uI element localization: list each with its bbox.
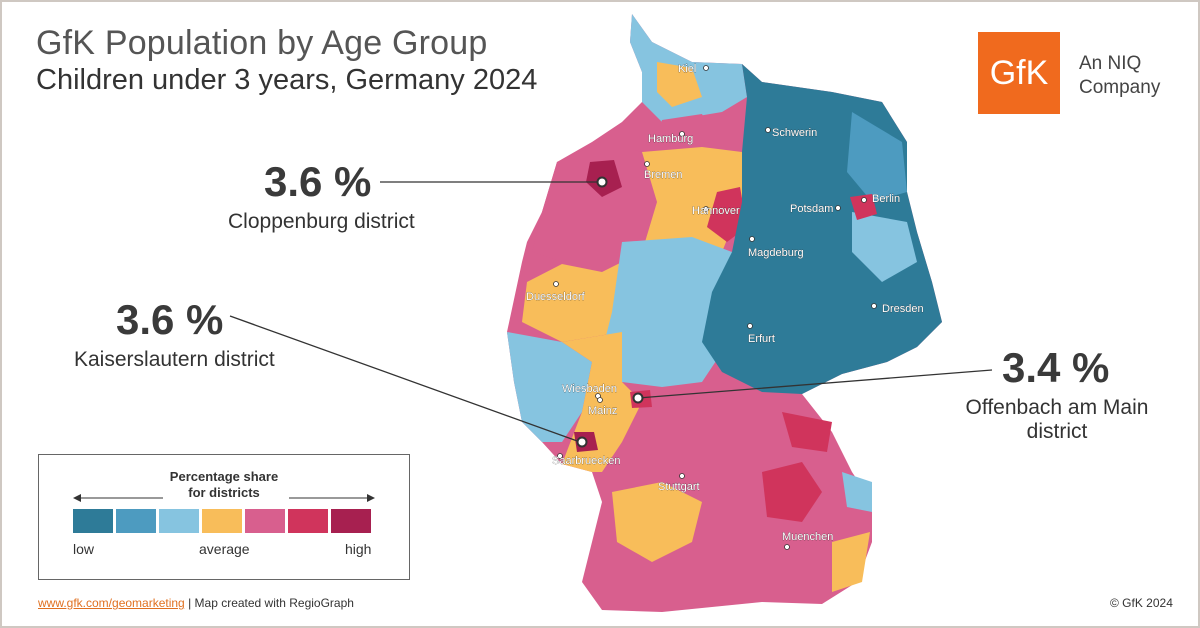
city-dot-stuttgart: [679, 473, 685, 479]
legend-average-label: average: [199, 541, 250, 557]
callout-value-kaiserslautern: 3.6 %: [116, 296, 224, 343]
legend-title-line1: Percentage share: [169, 469, 279, 484]
city-label-muenchen: Muenchen: [782, 531, 833, 543]
city-label-erfurt: Erfurt: [748, 333, 775, 345]
city-dot-hannover: [703, 206, 709, 212]
footer-text: | Map created with RegioGraph: [184, 596, 354, 610]
callout-line-kaiserslautern: [229, 315, 581, 443]
callout-markers: [576, 176, 644, 448]
city-dot-saarbruecken: [557, 453, 563, 459]
city-dot-hamburg: [679, 131, 685, 137]
city-markers: [553, 65, 877, 550]
city-label-dresden: Dresden: [882, 303, 924, 315]
callout-value-cloppenburg: 3.6 %: [264, 158, 372, 205]
city-dot-kiel: [703, 65, 709, 71]
callout-marker-cloppenburg: [596, 176, 608, 188]
legend-arrow-left-icon: [73, 494, 81, 502]
city-label-magdeburg: Magdeburg: [748, 247, 804, 259]
city-label-wiesbaden: Wiesbaden: [562, 383, 617, 395]
city-label-saarbruecken: Saarbruecken: [552, 455, 621, 467]
city-dot-dresden: [871, 303, 877, 309]
legend-high-label: high: [345, 541, 372, 557]
city-dot-erfurt: [747, 323, 753, 329]
legend-swatch-6: [331, 509, 371, 533]
legend-title-line2: for districts: [188, 485, 260, 500]
footer-link[interactable]: www.gfk.com/geomarketing: [38, 596, 185, 610]
city-label-bremen: Bremen: [644, 169, 683, 181]
page-subtitle: Children under 3 years, Germany 2024: [36, 64, 538, 96]
city-label-hamburg: Hamburg: [648, 133, 693, 145]
city-label-mainz: Mainz: [588, 405, 617, 417]
legend-title: Percentage share for districts: [39, 469, 409, 501]
legend-swatch-0: [73, 509, 113, 533]
logo-tagline-line2: Company: [1079, 77, 1161, 98]
city-dot-mainz: [597, 397, 603, 403]
city-label-duesseldorf: Duesseldorf: [526, 291, 586, 303]
callout-name-offenbach-line2: district: [1026, 420, 1088, 443]
city-dot-magdeburg: [749, 236, 755, 242]
city-label-kiel: Kiel: [678, 63, 696, 75]
city-dot-berlin: [861, 197, 867, 203]
region-nw: [532, 142, 657, 272]
legend-swatch-2: [159, 509, 199, 533]
legend-swatch-3: [202, 509, 242, 533]
city-label-schwerin: Schwerin: [772, 127, 817, 139]
city-dot-schwerin: [765, 127, 771, 133]
gfk-logo: GfK: [978, 32, 1060, 114]
logo-tagline-line1: An NIQ: [1079, 53, 1142, 74]
callout-name-offenbach-line1: Offenbach am Main: [965, 396, 1149, 419]
city-label-potsdam: Potsdam: [790, 203, 833, 215]
region-east-accent2: [852, 212, 917, 282]
legend-swatch-4: [245, 509, 285, 533]
city-dot-potsdam: [835, 205, 841, 211]
city-label-hannover: Hannover: [692, 205, 740, 217]
callout-name-kaiserslautern: Kaiserslautern district: [74, 348, 275, 371]
legend-arrows: [73, 494, 375, 502]
region-south-orange: [612, 482, 702, 562]
region-east-accent: [847, 112, 907, 202]
region-south-dark1: [762, 462, 822, 522]
footer-copyright: © GfK 2024: [1110, 596, 1173, 610]
legend-arrow-right-icon: [367, 494, 375, 502]
city-label-stuttgart: Stuttgart: [658, 481, 700, 493]
city-dot-muenchen: [784, 544, 790, 550]
city-dot-bremen: [644, 161, 650, 167]
city-label-berlin: Berlin: [872, 193, 900, 205]
logo-text: GfK: [989, 54, 1049, 92]
page-title: GfK Population by Age Group: [36, 24, 488, 62]
callout-marker-offenbach: [632, 392, 644, 404]
callout-value-offenbach: 3.4 %: [1002, 344, 1110, 391]
logo-tagline: An NIQ Company: [1079, 52, 1160, 100]
footer-credits: www.gfk.com/geomarketing | Map created w…: [38, 596, 354, 610]
callout-line-offenbach: [637, 369, 993, 399]
region-south-orange2: [832, 532, 870, 592]
callout-name-offenbach: Offenbach am Main district: [962, 396, 1152, 444]
callout-name-cloppenburg: Cloppenburg district: [228, 210, 415, 233]
city-dot-duesseldorf: [553, 281, 559, 287]
legend-low-label: low: [73, 541, 95, 557]
map-legend: Percentage share for districts low avera…: [38, 454, 410, 580]
callout-lines: [229, 181, 993, 443]
region-rhineland: [507, 332, 592, 442]
region-berlin: [850, 194, 877, 220]
city-labels: Kiel Hamburg Schwerin Bremen Berlin Pots…: [526, 63, 924, 543]
region-sh-orange: [657, 62, 702, 107]
region-south-dark2: [782, 412, 832, 452]
region-hamburg: [657, 114, 714, 152]
region-south-lightblue: [842, 472, 872, 512]
callout-marker-kaiserslautern: [576, 436, 588, 448]
legend-swatch-1: [116, 509, 156, 533]
legend-swatch-5: [288, 509, 328, 533]
